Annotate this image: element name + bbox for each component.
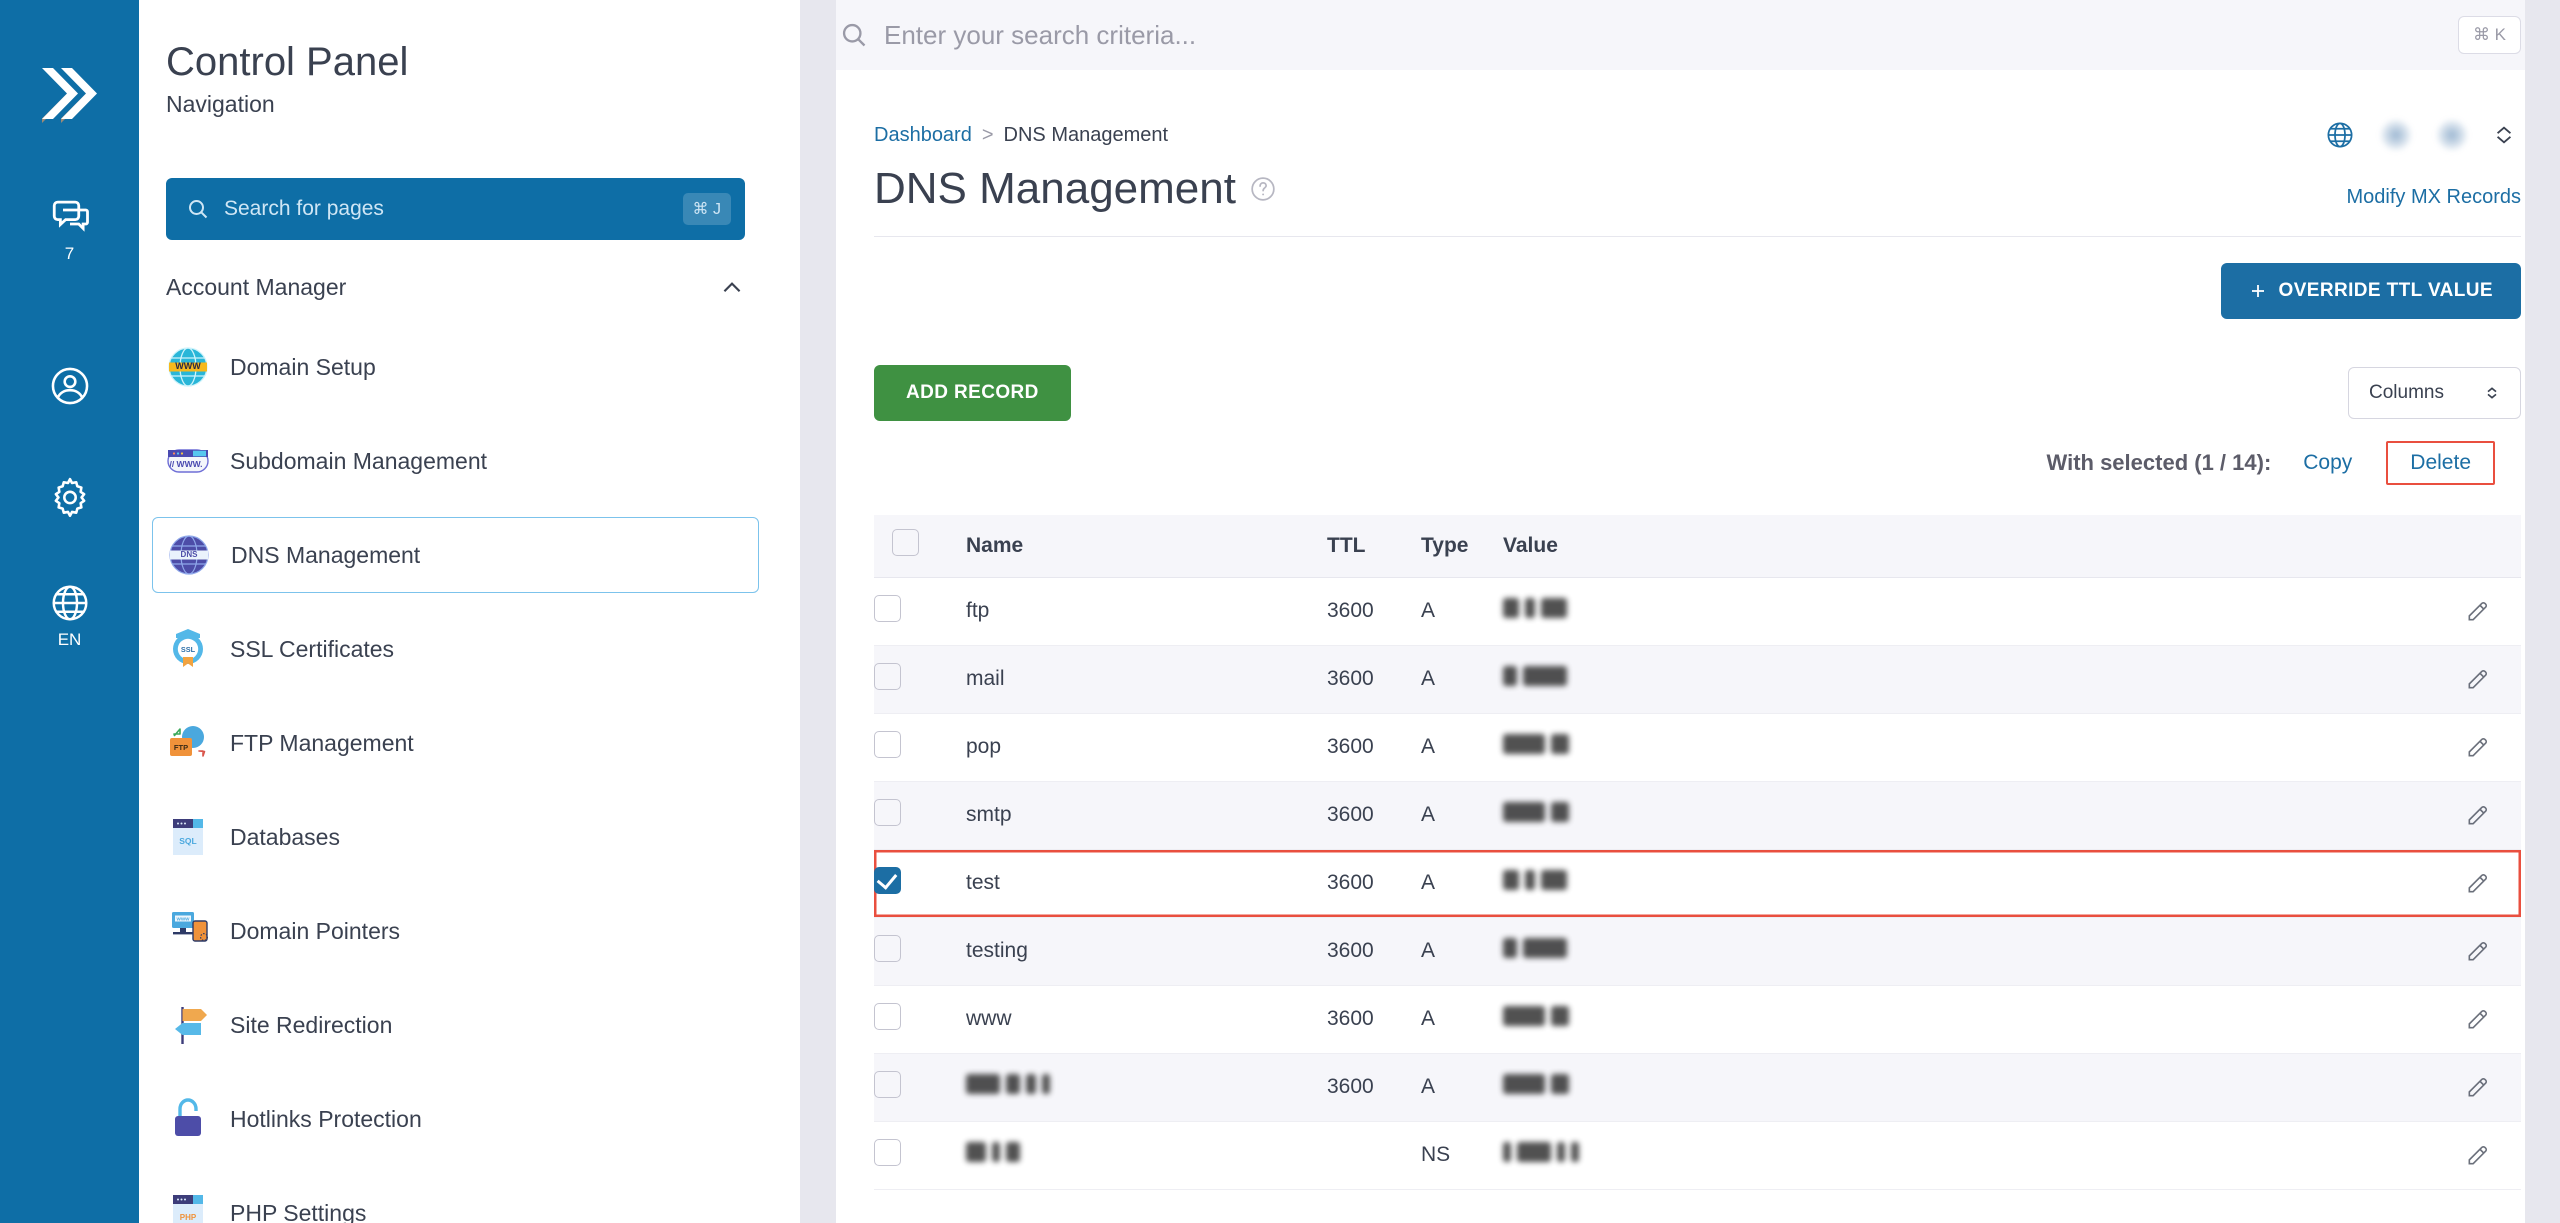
- svg-text:SQL: SQL: [179, 836, 196, 846]
- svg-text:FTP: FTP: [174, 743, 188, 752]
- svg-text:PHP: PHP: [180, 1213, 197, 1222]
- svg-text:SSL: SSL: [181, 645, 196, 654]
- svg-text:DNS: DNS: [181, 550, 199, 559]
- svg-text:// WWW.: // WWW.: [169, 459, 202, 469]
- svg-text:WWW: WWW: [176, 916, 190, 921]
- svg-text:WWW: WWW: [175, 361, 201, 371]
